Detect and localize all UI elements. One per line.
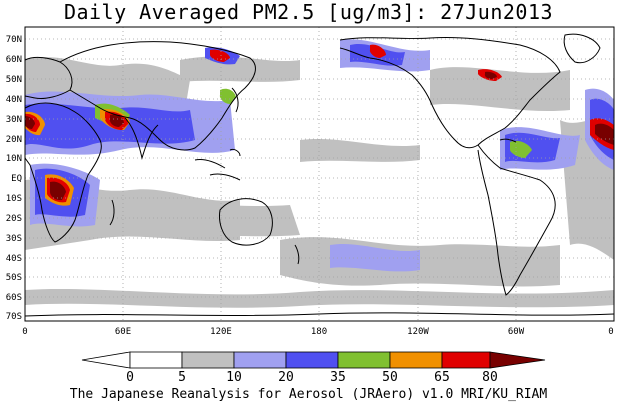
- lat-label: 40S: [6, 254, 22, 264]
- lat-label: 10N: [6, 154, 22, 164]
- colorbar-swatch-5: [337, 351, 391, 369]
- lat-label: 30S: [6, 234, 22, 244]
- lat-label: 60S: [6, 293, 22, 303]
- coastlines: [24, 33, 615, 317]
- colorbar-swatch-8: [489, 351, 546, 369]
- colorbar-label: 20: [278, 370, 294, 385]
- colorbar-label: 35: [330, 370, 346, 385]
- lat-label: 50N: [6, 75, 22, 85]
- latitude-labels: 70N 60N 50N 40N 30N 20N 10N EQ 10S 20S 3…: [6, 35, 22, 322]
- colorbar-label: 80: [482, 370, 498, 385]
- map-title: Daily Averaged PM2.5 [ug/m3]: 27Jun2013: [63, 0, 554, 24]
- colorbar-label: 10: [226, 370, 242, 385]
- longitude-labels: 0 60E 120E 180 120W 60W 0: [22, 327, 613, 337]
- lat-label: 70S: [6, 312, 22, 322]
- colorbar-label: 0: [126, 370, 134, 385]
- lat-label: 70N: [6, 35, 22, 45]
- lon-label: 0: [22, 327, 27, 337]
- lat-label: 20S: [6, 214, 22, 224]
- colorbar-label: 50: [382, 370, 398, 385]
- colorbar: [81, 351, 546, 369]
- lon-label: 180: [311, 327, 327, 337]
- colorbar-swatch-4: [285, 351, 339, 369]
- lat-label: EQ: [11, 174, 22, 184]
- colorbar-swatch-6: [389, 351, 443, 369]
- lat-label: 20N: [6, 135, 22, 145]
- lat-label: 40N: [6, 95, 22, 105]
- lat-label: 30N: [6, 115, 22, 125]
- colorbar-label: 65: [434, 370, 450, 385]
- lon-label: 120E: [210, 327, 232, 337]
- map-frame: [24, 26, 615, 322]
- lon-label: 120W: [407, 327, 429, 337]
- footer-credit: The Japanese Reanalysis for Aerosol (JRA…: [69, 387, 548, 402]
- lat-label: 60N: [6, 55, 22, 65]
- lon-label: 0: [608, 327, 613, 337]
- lon-label: 60W: [508, 327, 525, 337]
- lat-label: 50S: [6, 273, 22, 283]
- graticule: [25, 27, 614, 321]
- colorbar-labels: 0 5 10 20 35 50 65 80: [126, 370, 498, 385]
- colorbar-swatch-0: [81, 351, 131, 369]
- colorbar-swatch-3: [233, 351, 287, 369]
- lat-label: 10S: [6, 194, 22, 204]
- colorbar-label: 5: [178, 370, 186, 385]
- colorbar-swatch-2: [181, 351, 235, 369]
- colorbar-swatch-1: [129, 351, 183, 369]
- lon-label: 60E: [115, 327, 131, 337]
- colorbar-swatch-7: [441, 351, 491, 369]
